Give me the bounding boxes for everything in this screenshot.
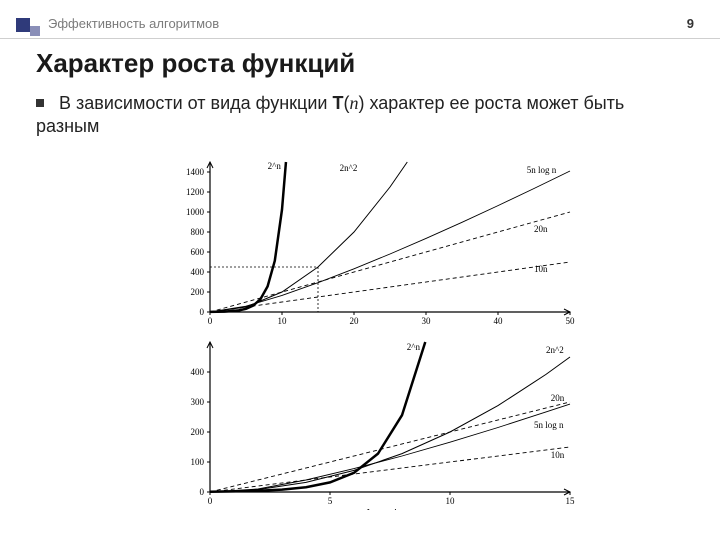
svg-text:0: 0	[200, 307, 205, 317]
svg-text:0: 0	[208, 316, 213, 326]
svg-text:10n: 10n	[534, 264, 548, 274]
bullet-text: В зависимости от вида функции T(n) харак…	[36, 93, 624, 136]
slide-title: Характер роста функций	[36, 48, 355, 79]
svg-text:1000: 1000	[186, 207, 205, 217]
bullet-pre: В зависимости от вида функции	[59, 93, 332, 113]
svg-text:600: 600	[191, 247, 205, 257]
svg-text:200: 200	[191, 427, 205, 437]
svg-text:2n^2: 2n^2	[546, 345, 564, 355]
svg-text:5: 5	[328, 496, 333, 506]
svg-text:40: 40	[494, 316, 504, 326]
chart-area: 0200400600800100012001400010203040502^n2…	[170, 150, 600, 510]
svg-text:0: 0	[200, 487, 205, 497]
svg-text:1200: 1200	[186, 187, 205, 197]
svg-text:50: 50	[566, 316, 576, 326]
svg-text:800: 800	[191, 227, 205, 237]
svg-text:2^n: 2^n	[268, 161, 282, 171]
svg-text:0: 0	[208, 496, 213, 506]
bullet-marker	[36, 99, 44, 107]
svg-text:400: 400	[191, 367, 205, 377]
svg-text:100: 100	[191, 457, 205, 467]
bullet-item: В зависимости от вида функции T(n) харак…	[36, 92, 676, 139]
page-number: 9	[687, 16, 694, 31]
slide-header: Эффективность алгоритмов 9	[0, 16, 720, 40]
svg-text:10: 10	[278, 316, 288, 326]
svg-text:15: 15	[566, 496, 576, 506]
header-divider	[0, 38, 720, 39]
slide: Эффективность алгоритмов 9 Характер рост…	[0, 0, 720, 540]
growth-chart-top: 0 200 400 600 800 1000 1200 1400 0 10 20 30 40 50 2^n 2…	[170, 150, 600, 330]
svg-text:200: 200	[191, 287, 205, 297]
svg-text:10n: 10n	[551, 450, 565, 460]
bullet-italic: n	[349, 93, 358, 113]
svg-text:10: 10	[446, 496, 456, 506]
bullet-bold: T	[332, 93, 343, 113]
header-topic: Эффективность алгоритмов	[48, 16, 219, 31]
svg-text:30: 30	[422, 316, 432, 326]
svg-text:2n^2: 2n^2	[340, 163, 358, 173]
accent-square-2	[30, 26, 40, 36]
svg-text:400: 400	[191, 267, 205, 277]
svg-text:Input size n: Input size n	[367, 508, 414, 510]
svg-text:2^n: 2^n	[407, 342, 421, 352]
svg-text:5n log n: 5n log n	[527, 165, 557, 175]
svg-text:300: 300	[191, 397, 205, 407]
svg-text:20n: 20n	[551, 393, 565, 403]
growth-chart-bottom: 0 100 200 300 400 0 5 10 15 Input size n 2^n 2n^2 20…	[170, 330, 600, 510]
svg-text:5n log n: 5n log n	[534, 420, 564, 430]
svg-text:1400: 1400	[186, 167, 205, 177]
svg-text:20n: 20n	[534, 224, 548, 234]
svg-text:20: 20	[350, 316, 360, 326]
accent-square-1	[16, 18, 30, 32]
